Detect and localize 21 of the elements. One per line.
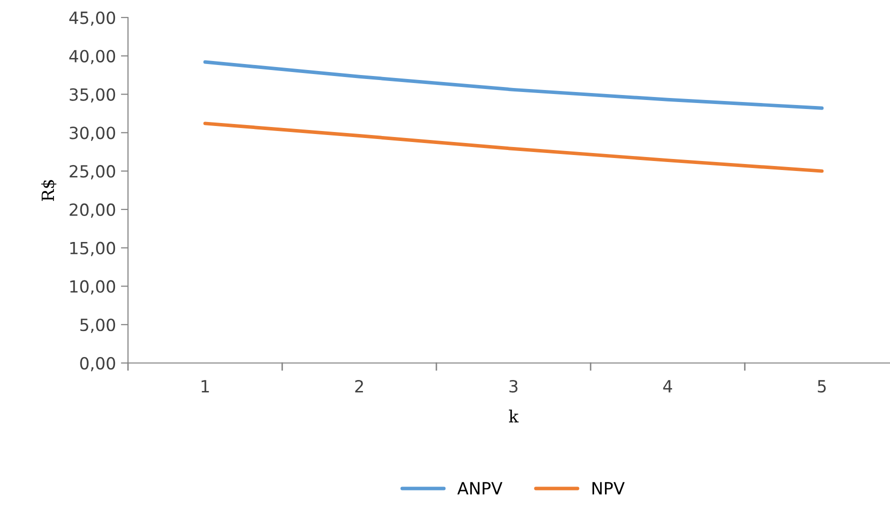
y-tick-label: 40,00	[69, 50, 116, 64]
y-tick-label: 0,00	[80, 356, 116, 372]
y-tick-label: 20,00	[70, 203, 116, 218]
x-tick-label: 5	[818, 380, 826, 393]
x-axis-title: k	[508, 410, 519, 422]
legend-label: ANPV	[457, 482, 502, 494]
x-tick-label: 2	[355, 380, 363, 392]
y-tick-label: 35,00	[70, 88, 116, 103]
line-series	[203, 122, 824, 173]
y-tick-label: 30,00	[70, 126, 116, 141]
y-tick-label: 25,00	[70, 165, 116, 180]
line-series	[203, 60, 824, 110]
x-tick-label: 1	[202, 380, 209, 392]
y-tick-label: 15,00	[70, 242, 116, 256]
y-tick-label: 10,00	[70, 280, 116, 294]
y-tick-label: 45,00	[69, 11, 116, 26]
y-axis-title: R$	[41, 180, 56, 201]
y-tick-label: 5,00	[80, 318, 116, 333]
x-tick-label: 4	[663, 380, 672, 392]
legend-label: NPV	[592, 482, 625, 494]
x-tick-label: 3	[509, 380, 518, 393]
